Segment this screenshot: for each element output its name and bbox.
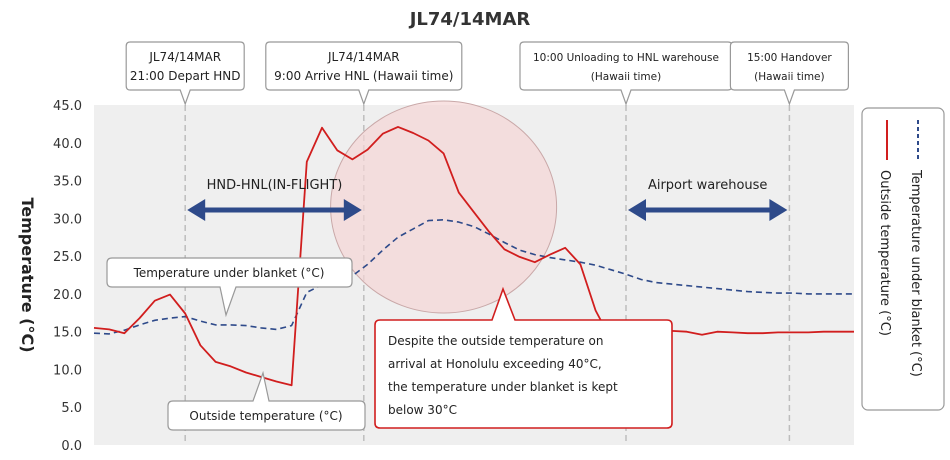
y-tick-label: 40.0 [53, 137, 82, 152]
range-arrow-head-left [628, 199, 646, 221]
chart-title: JL74/14MAR [408, 9, 531, 30]
range-arrow: HND-HNL(IN-FLIGHT) [187, 178, 362, 221]
event-line-2: 9:00 Arrive HNL (Hawaii time) [274, 69, 453, 83]
event-box-outline [265, 41, 463, 106]
callout-line-1: Despite the outside temperature on [388, 334, 603, 348]
outside-annotation: Outside temperature (°C) [167, 370, 366, 431]
range-arrow-head-right [769, 199, 788, 221]
event-box-outline [125, 41, 245, 106]
y-tick-label: 35.0 [53, 175, 82, 190]
legend-outside-label: Outside temperature (°C) [877, 170, 892, 336]
event-box: JL74/14MAR 9:00 Arrive HNL (Hawaii time) [265, 41, 463, 106]
outside-annotation-box [167, 370, 366, 431]
event-box-outline [729, 41, 849, 106]
event-line-2: 21:00 Depart HND [130, 69, 241, 83]
event-box: 15:00 Handover (Hawaii time) [729, 41, 849, 106]
legend-box [861, 107, 945, 411]
callout-box [374, 286, 673, 429]
callout-line-4: below 30°C [388, 403, 457, 417]
y-tick-label: 15.0 [53, 326, 82, 341]
event-line-1: JL74/14MAR [327, 50, 400, 64]
y-tick-label: 25.0 [53, 250, 82, 265]
blanket-annotation-box [106, 257, 353, 318]
blanket-annotation-text: Temperature under blanket (°C) [133, 266, 325, 280]
event-line-1: 15:00 Handover [747, 52, 832, 64]
highlight-circle [330, 100, 558, 314]
range-label: Airport warehouse [648, 178, 768, 193]
callout-line-3: the temperature under blanket is kept [388, 380, 618, 394]
outside-temperature-line [93, 126, 854, 387]
range-arrow: Airport warehouse [628, 178, 788, 221]
blanket-annotation: Temperature under blanket (°C) [106, 257, 353, 318]
legend: Outside temperature (°C) Temperature und… [861, 107, 945, 411]
event-box: 10:00 Unloading to HNL warehouse (Hawaii … [519, 41, 733, 106]
event-line-2: (Hawaii time) [591, 71, 661, 83]
range-arrow-head-left [187, 199, 206, 221]
y-tick-label: 30.0 [53, 212, 82, 227]
callout-line-2: arrival at Honolulu exceeding 40°C, [388, 357, 602, 371]
event-line-2: (Hawaii time) [754, 71, 824, 83]
range-label: HND-HNL(IN-FLIGHT) [207, 178, 343, 193]
blanket-temperature-line [93, 219, 854, 335]
event-line-1: JL74/14MAR [148, 50, 221, 64]
y-tick-label: 0.0 [61, 439, 82, 454]
event-line-1: 10:00 Unloading to HNL warehouse [533, 52, 719, 64]
callout: Despite the outside temperature on arriv… [374, 286, 673, 429]
y-tick-label: 20.0 [53, 288, 82, 303]
legend-blanket-label: Temperature under blanket (°C) [908, 169, 923, 377]
outside-annotation-text: Outside temperature (°C) [189, 409, 342, 423]
y-axis-label: Temperature (°C) [18, 197, 37, 352]
y-tick-label: 5.0 [61, 401, 82, 416]
range-arrow-head-right [343, 199, 362, 221]
event-box: JL74/14MAR 21:00 Depart HND [125, 41, 245, 106]
y-tick-label: 45.0 [53, 99, 82, 114]
y-tick-label: 10.0 [53, 363, 82, 378]
